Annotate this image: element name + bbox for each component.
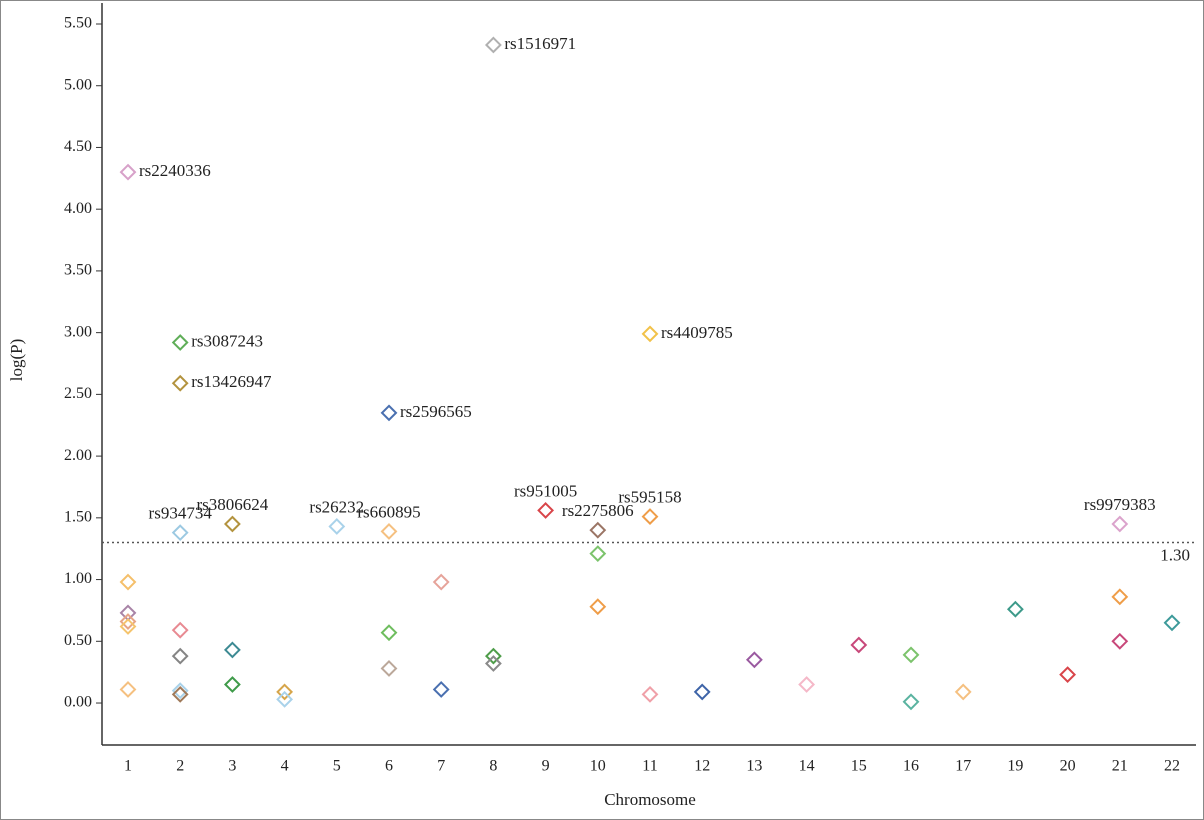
marker bbox=[171, 524, 189, 542]
x-tick-label: 13 bbox=[746, 758, 762, 775]
x-tick-label: 10 bbox=[590, 758, 606, 775]
marker bbox=[902, 646, 920, 664]
point-label: rs934734 bbox=[149, 504, 213, 523]
point-label: rs595158 bbox=[618, 488, 681, 507]
marker bbox=[119, 618, 137, 635]
y-tick-label: 2.50 bbox=[64, 385, 92, 402]
marker bbox=[1163, 614, 1181, 632]
y-tick-label: 4.50 bbox=[64, 138, 92, 155]
y-tick-label: 4.00 bbox=[64, 200, 92, 217]
marker bbox=[954, 683, 972, 701]
marker bbox=[484, 655, 502, 672]
marker bbox=[380, 404, 398, 422]
marker bbox=[902, 693, 920, 711]
marker bbox=[1059, 666, 1077, 684]
marker bbox=[380, 522, 398, 540]
marker bbox=[1111, 632, 1129, 650]
y-tick-label: 5.50 bbox=[64, 15, 92, 32]
marker bbox=[171, 334, 189, 351]
x-tick-label: 3 bbox=[228, 758, 236, 775]
x-tick-label: 15 bbox=[851, 758, 867, 775]
marker bbox=[693, 683, 711, 701]
y-tick-label: 0.50 bbox=[64, 632, 92, 649]
marker bbox=[276, 690, 294, 708]
marker bbox=[223, 515, 241, 533]
marker bbox=[432, 681, 450, 698]
y-tick-label: 1.00 bbox=[64, 570, 92, 587]
x-tick-label: 2 bbox=[176, 758, 184, 775]
point-label: rs660895 bbox=[357, 502, 420, 521]
x-tick-label: 1 bbox=[124, 758, 132, 775]
x-tick-label: 14 bbox=[799, 758, 815, 775]
marker bbox=[119, 613, 137, 630]
x-tick-label: 5 bbox=[333, 758, 341, 775]
marker bbox=[171, 682, 189, 700]
point-label: rs3806624 bbox=[197, 495, 269, 514]
point-label: rs26232 bbox=[309, 497, 364, 516]
marker bbox=[380, 660, 398, 677]
point-label: rs951005 bbox=[514, 481, 577, 500]
y-tick-label: 3.50 bbox=[64, 262, 92, 279]
marker bbox=[850, 636, 868, 654]
threshold-label: 1.30 bbox=[1160, 545, 1190, 564]
marker bbox=[171, 685, 189, 703]
x-axis-title: Chromosome bbox=[604, 790, 696, 809]
marker bbox=[484, 36, 502, 54]
marker bbox=[328, 518, 346, 535]
point-label: rs3087243 bbox=[191, 331, 263, 350]
point-label: rs9979383 bbox=[1084, 495, 1156, 514]
y-tick-label: 0.00 bbox=[64, 694, 92, 711]
marker bbox=[171, 647, 189, 665]
marker bbox=[432, 573, 450, 591]
y-axis-title: log(P) bbox=[7, 339, 26, 382]
x-tick-label: 11 bbox=[642, 758, 657, 775]
y-tick-label: 5.00 bbox=[64, 76, 92, 93]
x-tick-label: 4 bbox=[281, 758, 289, 775]
y-tick-label: 3.00 bbox=[64, 323, 92, 340]
marker bbox=[537, 502, 555, 519]
marker bbox=[589, 598, 607, 616]
y-tick-label: 1.50 bbox=[64, 509, 92, 526]
point-label: rs2596565 bbox=[400, 402, 472, 421]
marker bbox=[1111, 515, 1129, 533]
x-tick-label: 8 bbox=[489, 758, 497, 775]
marker bbox=[1111, 588, 1129, 606]
point-label: rs13426947 bbox=[191, 372, 272, 391]
marker bbox=[223, 641, 241, 659]
x-tick-label: 17 bbox=[955, 758, 971, 775]
x-tick-label: 7 bbox=[437, 758, 445, 775]
marker bbox=[589, 545, 607, 563]
y-tick-label: 2.00 bbox=[64, 447, 92, 464]
marker bbox=[798, 676, 816, 693]
marker bbox=[119, 681, 137, 698]
point-label: rs2240336 bbox=[139, 161, 211, 180]
x-tick-label: 20 bbox=[1060, 758, 1076, 775]
x-tick-label: 21 bbox=[1112, 758, 1128, 775]
marker bbox=[119, 163, 137, 181]
x-tick-label: 6 bbox=[385, 758, 393, 775]
x-tick-label: 9 bbox=[542, 758, 550, 775]
marker bbox=[484, 647, 502, 665]
marker bbox=[223, 676, 241, 693]
marker bbox=[641, 508, 659, 526]
x-tick-label: 19 bbox=[1007, 758, 1023, 775]
marker bbox=[380, 624, 398, 642]
x-tick-label: 12 bbox=[694, 758, 710, 775]
marker bbox=[171, 374, 189, 392]
point-label: rs4409785 bbox=[661, 323, 733, 342]
marker bbox=[745, 651, 763, 669]
marker bbox=[171, 621, 189, 639]
marker bbox=[641, 325, 659, 343]
marker bbox=[641, 685, 659, 703]
point-label: rs1516971 bbox=[504, 34, 576, 53]
marker bbox=[119, 573, 137, 591]
x-tick-label: 16 bbox=[903, 758, 919, 775]
marker bbox=[1006, 600, 1024, 618]
marker bbox=[276, 683, 294, 701]
x-tick-label: 22 bbox=[1164, 758, 1180, 775]
point-label: rs2275806 bbox=[562, 501, 634, 520]
marker bbox=[589, 521, 607, 539]
